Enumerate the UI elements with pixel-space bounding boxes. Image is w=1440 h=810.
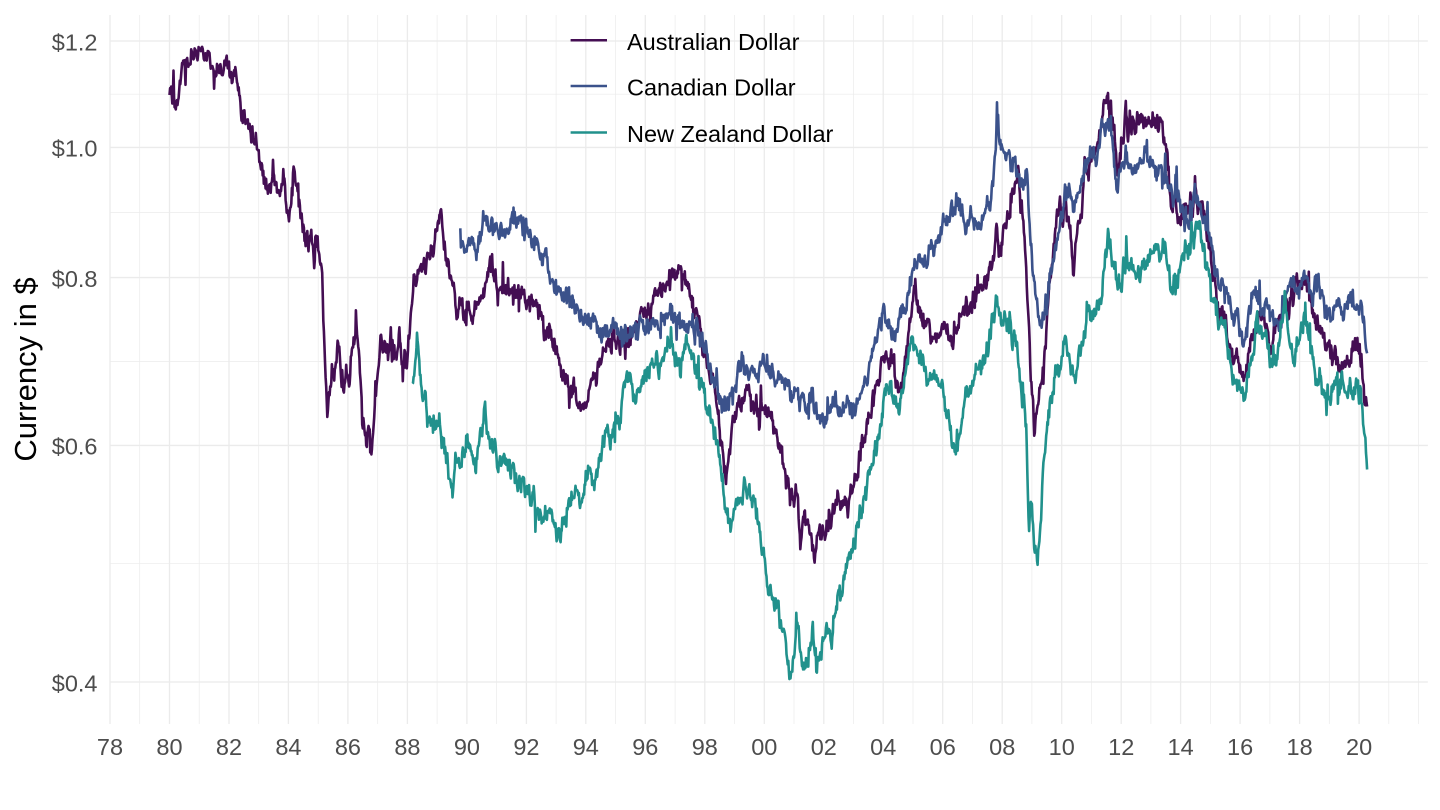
svg-text:Canadian Dollar: Canadian Dollar: [627, 75, 796, 101]
svg-text:16: 16: [1227, 734, 1253, 760]
svg-text:Currency in $: Currency in $: [8, 277, 43, 461]
svg-text:84: 84: [275, 734, 301, 760]
svg-text:18: 18: [1287, 734, 1313, 760]
svg-text:78: 78: [97, 734, 123, 760]
svg-text:$1.2: $1.2: [52, 29, 98, 55]
svg-text:94: 94: [573, 734, 599, 760]
svg-text:$1.0: $1.0: [52, 136, 98, 162]
svg-text:00: 00: [751, 734, 777, 760]
svg-text:80: 80: [156, 734, 182, 760]
svg-text:06: 06: [930, 734, 956, 760]
svg-text:20: 20: [1346, 734, 1372, 760]
svg-text:14: 14: [1168, 734, 1194, 760]
svg-text:10: 10: [1049, 734, 1075, 760]
svg-text:12: 12: [1108, 734, 1134, 760]
svg-text:04: 04: [870, 734, 896, 760]
svg-text:90: 90: [454, 734, 480, 760]
svg-text:02: 02: [811, 734, 837, 760]
svg-text:92: 92: [513, 734, 539, 760]
svg-text:$0.8: $0.8: [52, 266, 98, 292]
svg-text:$0.4: $0.4: [52, 670, 98, 696]
svg-text:New Zealand Dollar: New Zealand Dollar: [627, 121, 834, 147]
svg-text:98: 98: [692, 734, 718, 760]
svg-text:Australian Dollar: Australian Dollar: [627, 29, 800, 55]
svg-text:08: 08: [989, 734, 1015, 760]
svg-text:86: 86: [335, 734, 361, 760]
svg-text:$0.6: $0.6: [52, 434, 98, 460]
svg-text:82: 82: [216, 734, 242, 760]
svg-text:96: 96: [632, 734, 658, 760]
svg-text:88: 88: [394, 734, 420, 760]
